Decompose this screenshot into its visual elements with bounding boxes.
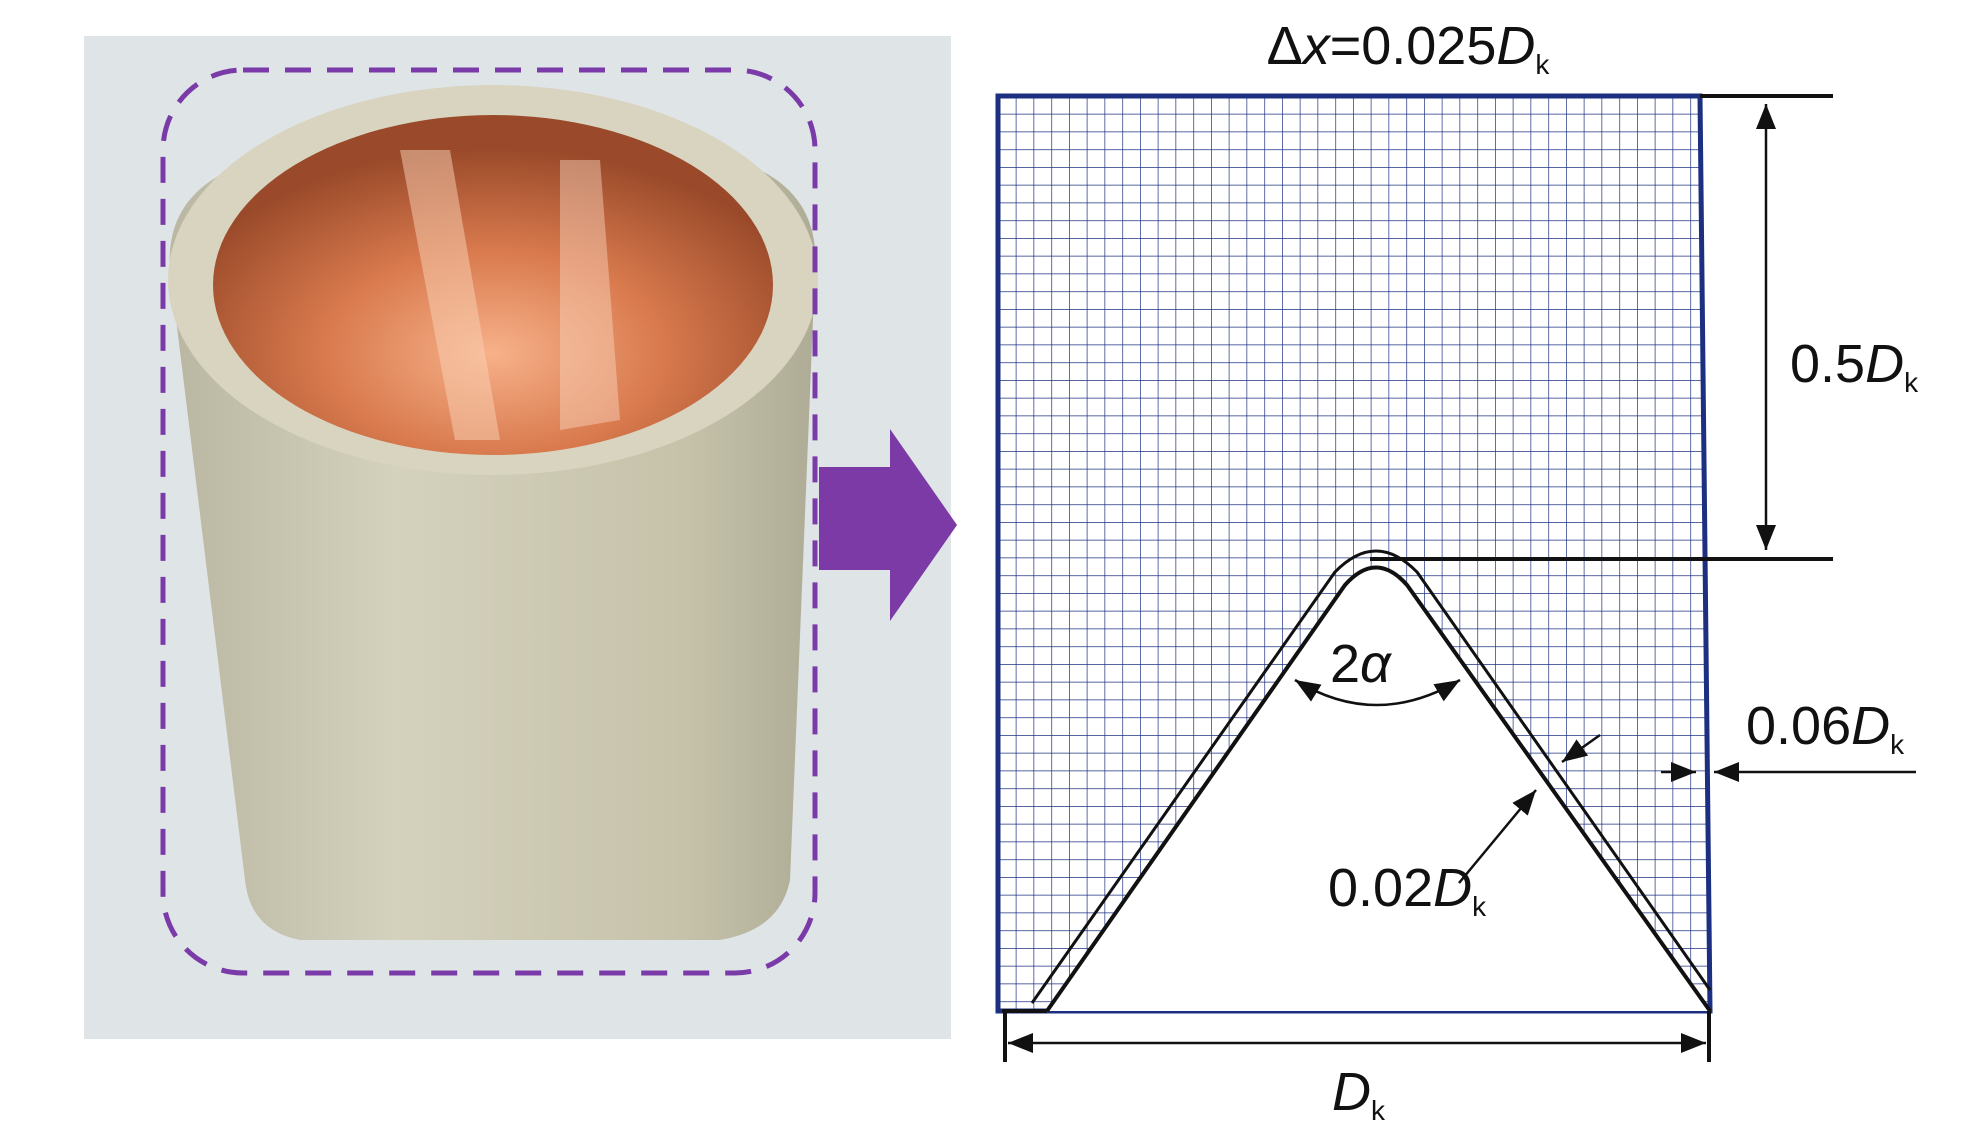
dimensions — [1003, 94, 1916, 1062]
mesh — [995, 93, 1713, 1014]
photo — [84, 36, 951, 1039]
height-label: 0.5Dk — [1790, 334, 1919, 398]
diameter-label: Dk — [1332, 1062, 1386, 1122]
cell-size-label: Δx=0.025Dk — [1267, 16, 1551, 80]
wall-label: 0.06Dk — [1746, 696, 1905, 760]
arrow — [819, 429, 957, 621]
liner-label: 0.02Dk — [1328, 858, 1487, 922]
angle-label: 2α — [1330, 634, 1393, 694]
